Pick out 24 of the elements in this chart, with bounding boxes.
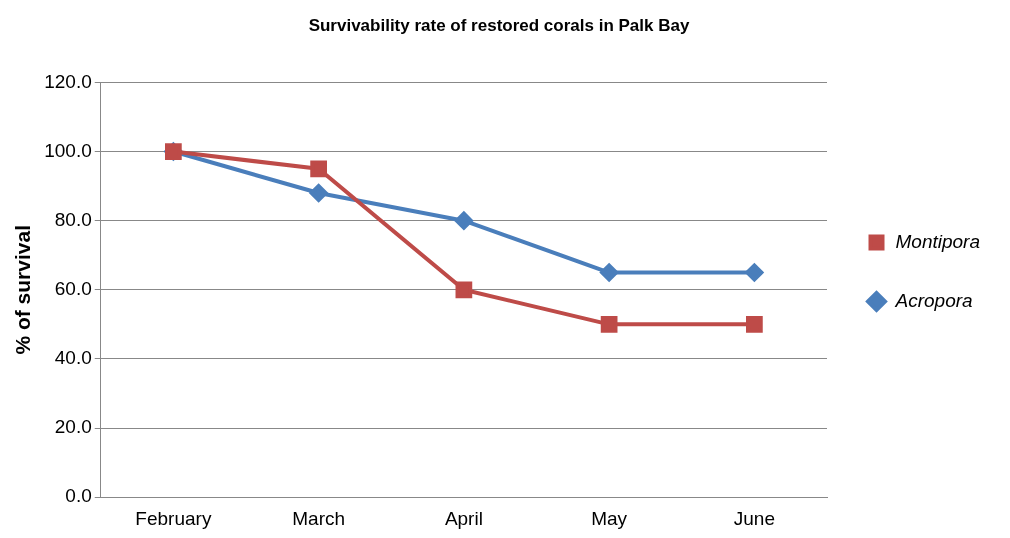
point	[600, 316, 618, 333]
point	[310, 160, 327, 178]
x-tick-label: June	[733, 507, 775, 529]
point	[455, 281, 473, 299]
x-tick-label: March	[292, 507, 346, 529]
y-tick-label: 100.0	[44, 139, 92, 161]
point	[746, 316, 763, 333]
chart-title: Survivability rate of restored corals in Palk Bay	[308, 15, 690, 35]
legend-label: Montipora	[895, 230, 981, 252]
point	[745, 263, 764, 282]
point	[454, 211, 473, 230]
x-tick-label: February	[135, 507, 212, 529]
y-tick-label: 40.0	[54, 347, 92, 369]
y-tick-label: 20.0	[54, 416, 92, 438]
point	[600, 263, 619, 282]
x-tick-label: April	[444, 507, 483, 529]
legend-label: Acropora	[894, 289, 973, 311]
y-axis-title: % of survival	[11, 225, 35, 355]
y-tick-label: 0.0	[65, 485, 92, 507]
y-tick-label: 120.0	[44, 70, 92, 92]
y-tick-label: 60.0	[54, 278, 92, 300]
y-tick-label: 80.0	[54, 208, 92, 230]
point	[309, 184, 328, 203]
x-tick-label: May	[591, 507, 628, 529]
